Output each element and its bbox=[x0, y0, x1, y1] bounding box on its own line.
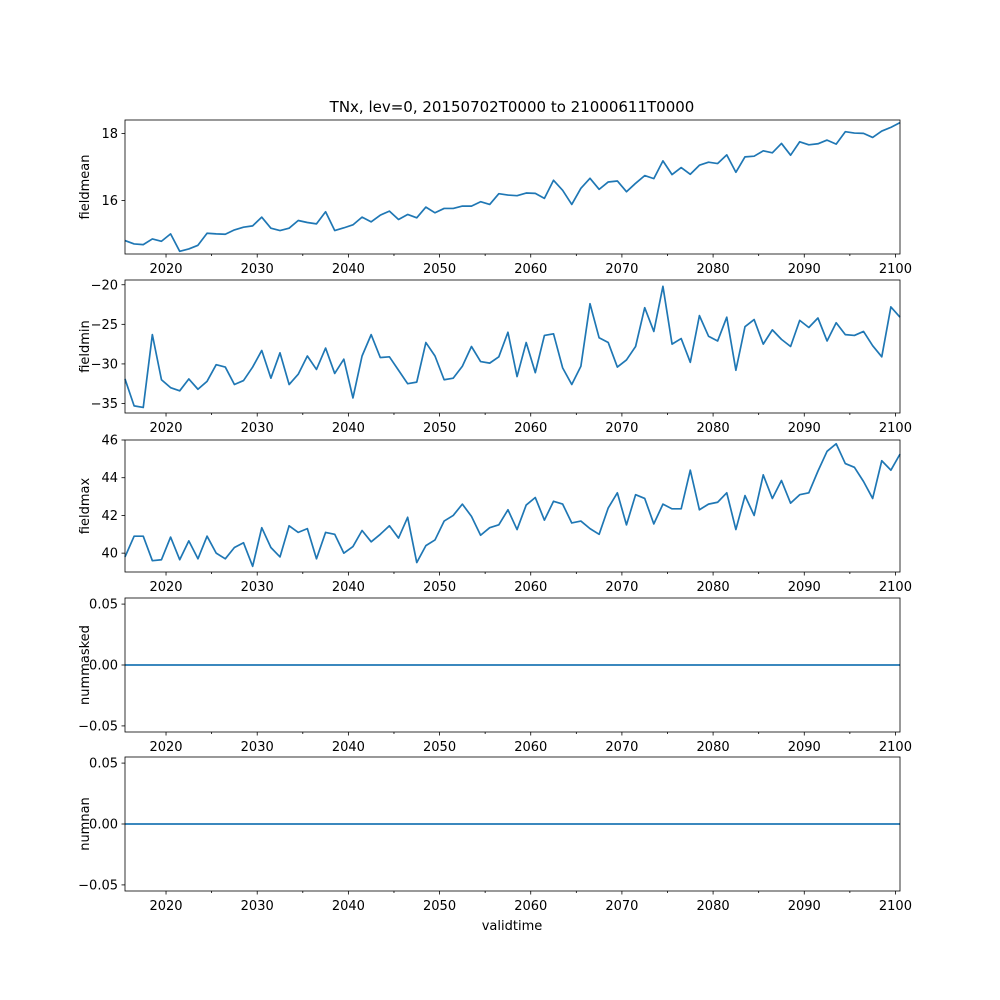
axes-frame bbox=[124, 597, 901, 733]
x-tick-label: 2050 bbox=[423, 899, 456, 914]
y-axis-label: fieldmean bbox=[78, 155, 93, 220]
y-axis-label: fieldmin bbox=[78, 320, 93, 373]
x-tick-label: 2060 bbox=[514, 262, 547, 277]
x-tick-label: 2020 bbox=[149, 899, 182, 914]
y-tick-label: 44 bbox=[101, 471, 118, 486]
x-tick-label: 2020 bbox=[149, 580, 182, 595]
x-tick-label: 2090 bbox=[788, 740, 821, 755]
y-tick-label: 0.00 bbox=[89, 818, 118, 833]
x-tick-label: 2070 bbox=[605, 580, 638, 595]
x-tick-label: 2060 bbox=[514, 740, 547, 755]
x-tick-label: 2060 bbox=[514, 421, 547, 436]
x-tick-label: 2100 bbox=[879, 580, 912, 595]
x-tick-label: 2080 bbox=[697, 740, 730, 755]
x-tick-label: 2090 bbox=[788, 580, 821, 595]
axes-frame bbox=[124, 756, 901, 892]
x-tick-label: 2030 bbox=[241, 421, 274, 436]
y-tick-label: 0.00 bbox=[89, 659, 118, 674]
x-tick-label: 2070 bbox=[605, 262, 638, 277]
subplot-fieldmax: 2020 2030 2040 2050 2060 2070 2080 2090 2100 40 42… bbox=[78, 434, 912, 596]
x-tick-label: 2020 bbox=[149, 421, 182, 436]
x-tick-label: 2070 bbox=[605, 421, 638, 436]
y-tick-label: −0.05 bbox=[78, 719, 118, 734]
x-tick-label: 2050 bbox=[423, 740, 456, 755]
x-tick-label: 2040 bbox=[332, 262, 365, 277]
x-tick-label: 2080 bbox=[697, 580, 730, 595]
x-tick-label: 2100 bbox=[879, 740, 912, 755]
axes-frame bbox=[124, 279, 901, 414]
subplot-fieldmin: 2020 2030 2040 2050 2060 2070 2080 2090 2100 −35 −… bbox=[78, 278, 912, 436]
y-tick-label: 0.05 bbox=[89, 598, 118, 613]
x-tick-label: 2090 bbox=[788, 421, 821, 436]
x-tick-label: 2030 bbox=[241, 262, 274, 277]
y-axis-label: numnan bbox=[78, 797, 93, 851]
x-tick-label: 2050 bbox=[423, 580, 456, 595]
x-tick-label: 2060 bbox=[514, 580, 547, 595]
x-tick-label: 2050 bbox=[423, 262, 456, 277]
y-tick-label: −30 bbox=[91, 357, 118, 372]
x-tick-label: 2050 bbox=[423, 421, 456, 436]
x-tick-label: 2040 bbox=[332, 580, 365, 595]
y-tick-label: −0.05 bbox=[78, 878, 118, 893]
y-tick-label: 0.05 bbox=[89, 757, 118, 772]
axes-frame bbox=[124, 119, 901, 255]
y-tick-label: 42 bbox=[101, 509, 118, 524]
x-tick-label: 2080 bbox=[697, 899, 730, 914]
x-tick-label: 2090 bbox=[788, 899, 821, 914]
y-tick-label: 40 bbox=[101, 547, 118, 562]
subplot-fieldmean: 2020 2030 2040 2050 2060 2070 2080 2090 2100 16 18… bbox=[78, 119, 912, 277]
x-tick-label: 2020 bbox=[149, 262, 182, 277]
subplot-numnan: 2020 2030 2040 2050 2060 2070 2080 2090 2100 −0.0… bbox=[78, 757, 912, 914]
y-axis-label: nummasked bbox=[78, 625, 93, 705]
y-tick-label: −25 bbox=[91, 318, 118, 333]
y-tick-label: 46 bbox=[101, 434, 118, 449]
x-tick-label: 2030 bbox=[241, 740, 274, 755]
chart-title: TNx, lev=0, 20150702T0000 to 21000611T00… bbox=[329, 98, 695, 116]
series-line-fieldmean bbox=[124, 121, 901, 253]
x-tick-label: 2030 bbox=[241, 899, 274, 914]
x-tick-label: 2030 bbox=[241, 580, 274, 595]
x-tick-label: 2040 bbox=[332, 899, 365, 914]
x-tick-label: 2100 bbox=[879, 262, 912, 277]
y-tick-label: 16 bbox=[101, 194, 118, 209]
x-axis-label: validtime bbox=[482, 919, 543, 934]
y-axis-label: fieldmax bbox=[78, 478, 93, 535]
x-tick-label: 2100 bbox=[879, 899, 912, 914]
y-tick-label: −35 bbox=[91, 397, 118, 412]
x-tick-label: 2100 bbox=[879, 421, 912, 436]
y-tick-label: 18 bbox=[101, 127, 118, 142]
series-line-fieldmax bbox=[124, 442, 901, 568]
x-tick-label: 2070 bbox=[605, 899, 638, 914]
axes-frame bbox=[124, 439, 901, 573]
series-line-fieldmin bbox=[124, 285, 901, 409]
x-tick-label: 2040 bbox=[332, 740, 365, 755]
x-tick-label: 2040 bbox=[332, 421, 365, 436]
x-tick-label: 2090 bbox=[788, 262, 821, 277]
subplot-nummasked: 2020 2030 2040 2050 2060 2070 2080 2090 2100 −0.0… bbox=[78, 598, 912, 755]
x-tick-label: 2080 bbox=[697, 421, 730, 436]
y-tick-label: −20 bbox=[91, 278, 118, 293]
x-tick-label: 2070 bbox=[605, 740, 638, 755]
x-tick-label: 2080 bbox=[697, 262, 730, 277]
x-tick-label: 2060 bbox=[514, 899, 547, 914]
subplots: 2020 2030 2040 2050 2060 2070 2080 2090 2100 16 18… bbox=[78, 119, 912, 914]
x-tick-label: 2020 bbox=[149, 740, 182, 755]
